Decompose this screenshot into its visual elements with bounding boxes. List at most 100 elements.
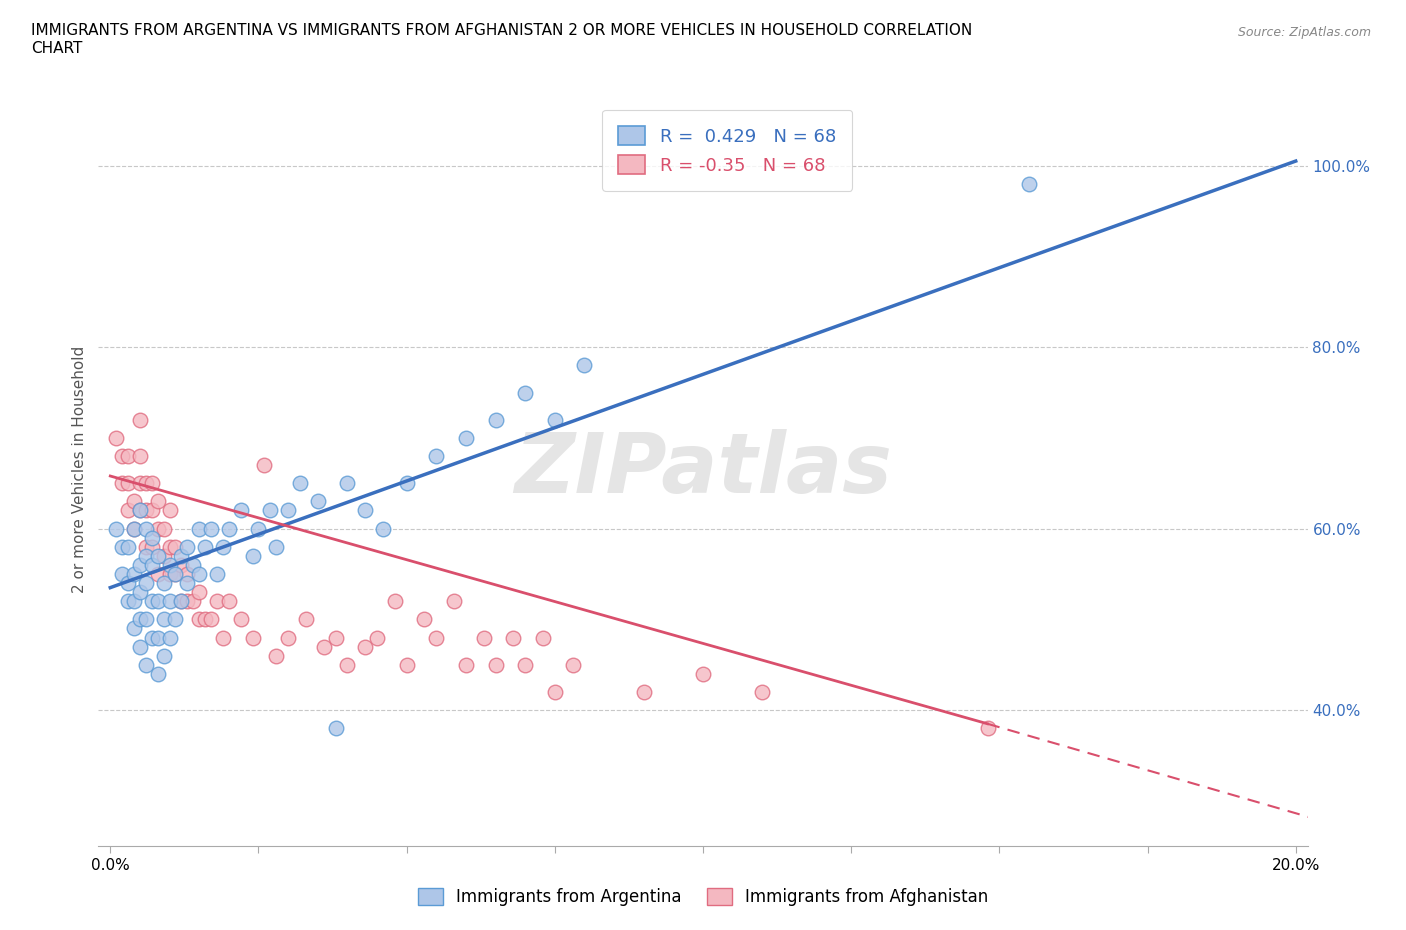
Point (129, 503, 152, 518)
Point (152, 576, 174, 591)
Point (561, 658, 583, 672)
Point (129, 448, 152, 463)
Point (105, 431, 128, 445)
Point (141, 503, 163, 518)
Point (159, 566, 181, 581)
Point (194, 612, 217, 627)
Point (135, 539, 157, 554)
Point (117, 539, 139, 554)
Point (129, 476, 152, 491)
Legend: R =  0.429   N = 68, R = -0.35   N = 68: R = 0.429 N = 68, R = -0.35 N = 68 (602, 110, 852, 191)
Point (122, 494, 145, 509)
Point (105, 521, 128, 536)
Point (111, 476, 134, 491)
Point (188, 566, 211, 581)
Point (188, 612, 211, 627)
Point (159, 503, 181, 518)
Point (117, 594, 139, 609)
Point (141, 557, 163, 572)
Point (259, 503, 281, 518)
Point (135, 503, 157, 518)
Point (146, 521, 169, 536)
Text: ZIPatlas: ZIPatlas (515, 429, 891, 511)
Point (146, 667, 169, 682)
Point (425, 631, 447, 645)
Point (146, 594, 169, 609)
Point (515, 658, 537, 672)
Point (135, 612, 157, 627)
Point (159, 594, 181, 609)
Point (170, 594, 193, 609)
Y-axis label: 2 or more Vehicles in Household: 2 or more Vehicles in Household (72, 346, 87, 593)
Point (141, 476, 163, 491)
Point (454, 658, 477, 672)
Point (188, 585, 211, 600)
Point (425, 448, 447, 463)
Point (751, 684, 773, 699)
Point (111, 448, 134, 463)
Point (159, 557, 181, 572)
Point (170, 549, 193, 564)
Point (159, 539, 181, 554)
Point (176, 539, 198, 554)
Point (307, 494, 329, 509)
Point (1018, 177, 1040, 192)
Point (141, 530, 163, 545)
Point (229, 612, 252, 627)
Point (502, 631, 524, 645)
Point (135, 576, 157, 591)
Point (146, 631, 169, 645)
Point (277, 503, 299, 518)
Point (413, 612, 436, 627)
Point (200, 521, 222, 536)
Point (122, 521, 145, 536)
Point (152, 612, 174, 627)
Point (176, 566, 198, 581)
Point (181, 594, 204, 609)
Point (122, 621, 145, 636)
Point (122, 521, 145, 536)
Point (484, 412, 506, 427)
Point (141, 594, 163, 609)
Point (129, 557, 152, 572)
Point (574, 358, 596, 373)
Point (170, 557, 193, 572)
Point (111, 566, 134, 581)
Point (633, 684, 655, 699)
Point (336, 476, 359, 491)
Point (129, 412, 152, 427)
Point (176, 576, 198, 591)
Point (146, 566, 169, 581)
Point (205, 594, 228, 609)
Point (135, 658, 157, 672)
Text: Source: ZipAtlas.com: Source: ZipAtlas.com (1237, 26, 1371, 39)
Point (194, 539, 217, 554)
Point (152, 648, 174, 663)
Point (218, 521, 240, 536)
Point (146, 494, 169, 509)
Point (264, 648, 287, 663)
Point (288, 476, 311, 491)
Point (135, 521, 157, 536)
Point (165, 612, 187, 627)
Point (212, 631, 235, 645)
Point (277, 631, 299, 645)
Point (212, 539, 235, 554)
Legend: Immigrants from Argentina, Immigrants from Afghanistan: Immigrants from Argentina, Immigrants fr… (411, 881, 995, 912)
Point (371, 521, 394, 536)
Point (443, 594, 465, 609)
Point (325, 631, 347, 645)
Point (264, 539, 287, 554)
Point (152, 521, 174, 536)
Point (165, 539, 187, 554)
Point (117, 503, 139, 518)
Point (384, 594, 406, 609)
Point (165, 566, 187, 581)
Point (336, 658, 359, 672)
Point (472, 631, 495, 645)
Point (366, 631, 388, 645)
Text: IMMIGRANTS FROM ARGENTINA VS IMMIGRANTS FROM AFGHANISTAN 2 OR MORE VEHICLES IN H: IMMIGRANTS FROM ARGENTINA VS IMMIGRANTS … (31, 23, 972, 56)
Point (484, 658, 506, 672)
Point (395, 658, 418, 672)
Point (454, 431, 477, 445)
